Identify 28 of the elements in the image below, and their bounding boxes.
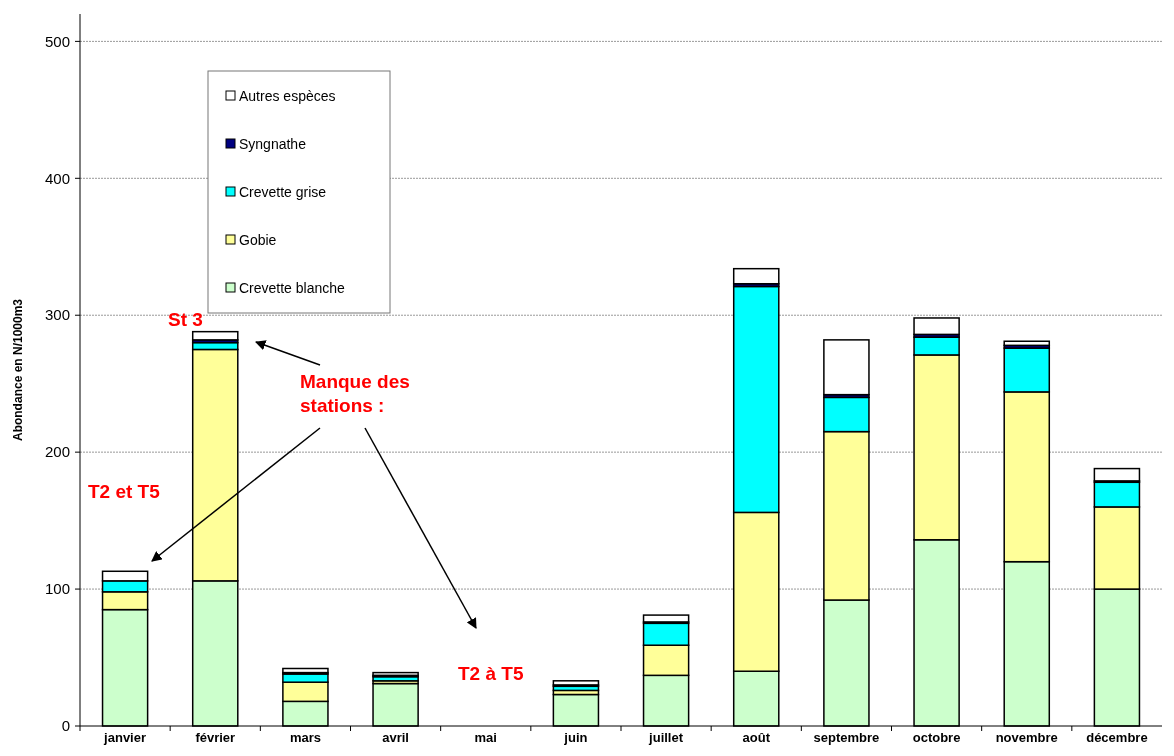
- legend-label: Crevette grise: [239, 183, 327, 200]
- x-tick-label: mars: [289, 730, 321, 745]
- x-tick-label: septembre: [813, 730, 880, 745]
- x-tick-label: mai: [474, 730, 497, 745]
- x-tick-label: juillet: [648, 730, 684, 745]
- y-axis-title: Abondance en N/1000m3: [11, 298, 25, 442]
- annotation: T2 et T5: [88, 481, 161, 502]
- y-tick-label: 300: [44, 306, 70, 324]
- x-tick-label: août: [742, 730, 771, 745]
- legend-label: Crevette blanche: [239, 279, 346, 296]
- legend-label: Autres espèces: [239, 87, 336, 104]
- legend-label: Gobie: [239, 231, 277, 248]
- x-tick-label: avril: [382, 730, 409, 745]
- legend-label: Syngnathe: [239, 135, 307, 152]
- y-tick-label: 200: [44, 443, 70, 461]
- y-tick-label: 500: [44, 32, 70, 50]
- annotation: St 3: [168, 309, 203, 330]
- x-tick-label: décembre: [1086, 730, 1148, 745]
- x-tick-label: novembre: [995, 730, 1058, 745]
- x-tick-label: octobre: [912, 730, 961, 745]
- annotation: Manque des stations :: [300, 371, 410, 416]
- y-tick-label: 400: [44, 169, 70, 187]
- x-tick-label: février: [195, 730, 236, 745]
- y-tick-label: 100: [44, 580, 70, 598]
- x-tick-label: juin: [563, 730, 588, 745]
- x-tick-label: janvier: [103, 730, 147, 745]
- y-tick-label: 0: [61, 717, 70, 735]
- annotation: T2 à T5: [458, 663, 524, 684]
